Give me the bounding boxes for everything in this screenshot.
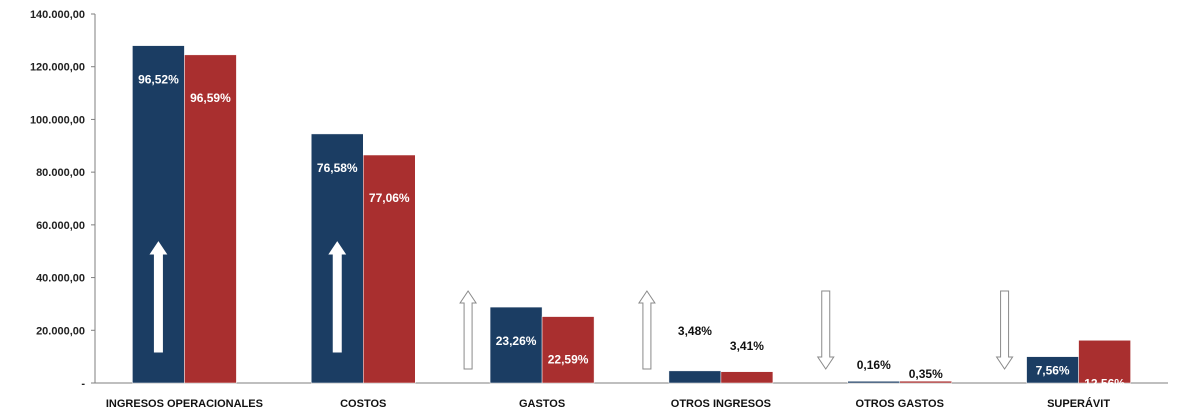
bar bbox=[720, 371, 774, 384]
category-label: COSTOS bbox=[340, 398, 386, 410]
data-label: 23,26% bbox=[496, 334, 537, 348]
data-label: 77,06% bbox=[369, 191, 410, 205]
category-labels: INGRESOS OPERACIONALES COSTOS GASTOS OTROS … bbox=[106, 397, 1110, 410]
arrow-up-icon bbox=[637, 290, 656, 370]
bar bbox=[541, 316, 595, 384]
axes bbox=[94, 14, 1168, 384]
trend-arrows bbox=[459, 290, 1014, 370]
category-label: OTROS GASTOS bbox=[856, 398, 944, 410]
data-label: 7,56% bbox=[1036, 364, 1070, 378]
data-label: 0,16% bbox=[857, 358, 891, 372]
y-axis-ticks: - 20.000,00 40.000,00 60.000,00 80.000,00 100… bbox=[30, 9, 95, 390]
y-tick-label: 80.000,00 bbox=[36, 167, 85, 179]
bars bbox=[132, 45, 1131, 384]
arrow-down-icon bbox=[995, 290, 1014, 370]
bar bbox=[363, 154, 416, 384]
bar bbox=[184, 54, 237, 384]
data-label: 96,59% bbox=[190, 91, 231, 105]
arrow-up-icon bbox=[459, 290, 478, 370]
data-label: 0,35% bbox=[909, 367, 943, 381]
bar bbox=[899, 380, 952, 384]
category-label: SUPERÁVIT bbox=[1047, 397, 1110, 410]
data-label: 3,48% bbox=[678, 324, 712, 338]
y-tick-label: - bbox=[81, 378, 85, 390]
arrow-up-icon bbox=[149, 241, 168, 353]
data-label: 76,58% bbox=[317, 161, 358, 175]
data-label: 22,59% bbox=[548, 353, 589, 367]
category-label: OTROS INGRESOS bbox=[671, 398, 771, 410]
bar bbox=[847, 381, 900, 384]
bar bbox=[1026, 356, 1079, 384]
bar bbox=[668, 370, 722, 384]
arrow-up-icon bbox=[328, 241, 347, 353]
category-label: INGRESOS OPERACIONALES bbox=[106, 398, 263, 410]
data-labels: 96,52% 96,59% 76,58% 77,06% 23,26% 22,59% 3,48… bbox=[138, 73, 1125, 391]
solid-arrows bbox=[149, 241, 347, 353]
y-tick-label: 20.000,00 bbox=[36, 325, 85, 337]
data-label: 96,52% bbox=[138, 73, 179, 87]
y-tick-label: 120.000,00 bbox=[30, 62, 85, 74]
category-label: GASTOS bbox=[519, 398, 565, 410]
data-label: 3,41% bbox=[730, 339, 764, 353]
y-tick-label: 40.000,00 bbox=[36, 273, 85, 285]
data-label: 12,56% bbox=[1084, 376, 1125, 390]
bar bbox=[489, 306, 543, 384]
arrow-down-icon bbox=[816, 290, 835, 370]
bar bbox=[1078, 340, 1131, 384]
y-tick-label: 60.000,00 bbox=[36, 220, 85, 232]
y-tick-label: 100.000,00 bbox=[30, 114, 85, 126]
y-tick-label: 140.000,00 bbox=[30, 9, 85, 21]
